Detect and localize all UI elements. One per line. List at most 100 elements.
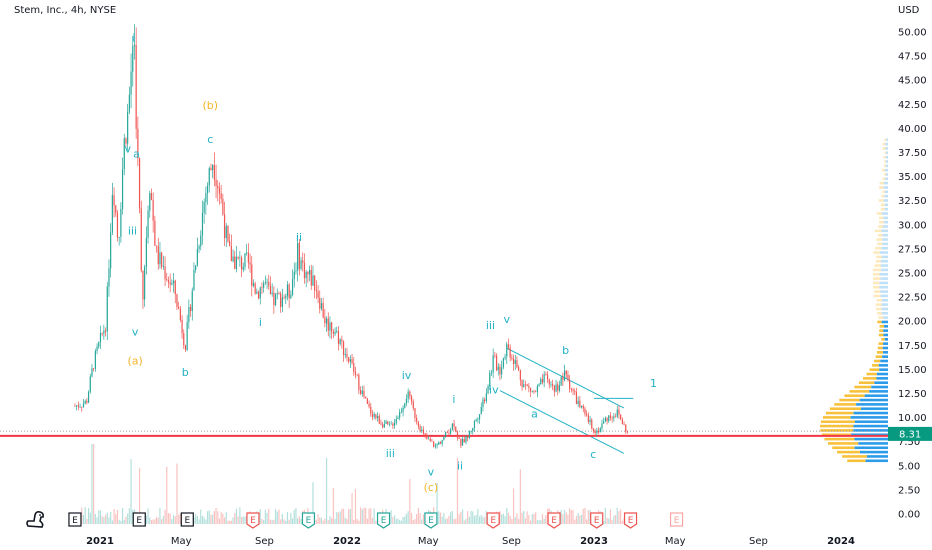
earnings-marker[interactable]: E: [623, 512, 638, 529]
candle-body: [475, 419, 477, 422]
candle-body: [183, 333, 185, 346]
profile-bar: [884, 338, 888, 341]
candle-body: [274, 294, 277, 306]
volume-bar: [361, 509, 363, 524]
volume-bar: [560, 510, 562, 524]
volume-bar: [115, 514, 117, 524]
volume-bar: [417, 507, 419, 524]
volume-bar: [410, 513, 413, 524]
candle-body: [536, 386, 538, 393]
volume-bar: [504, 516, 506, 524]
volume-bar: [506, 507, 508, 524]
volume-bar: [475, 514, 477, 524]
candle-body: [439, 442, 442, 444]
earnings-marker[interactable]: E: [180, 512, 194, 527]
volume-bar: [351, 493, 353, 524]
x-tick-label: Sep: [749, 536, 768, 547]
profile-bar: [879, 281, 888, 285]
candle-body: [620, 414, 622, 420]
profile-bar: [844, 394, 865, 398]
volume-bar: [373, 508, 375, 524]
candle-body: [336, 331, 338, 332]
volume-bar: [210, 514, 212, 524]
volume-bar: [412, 519, 414, 524]
candle-body: [74, 406, 76, 407]
candle-body: [161, 252, 163, 267]
candle-body: [215, 179, 217, 186]
candle-body: [244, 253, 246, 267]
earnings-marker[interactable]: E: [68, 512, 82, 527]
candle-body: [201, 212, 204, 236]
x-tick-label: Sep: [502, 536, 521, 547]
volume-bar: [451, 510, 453, 524]
candle-body: [261, 287, 263, 288]
volume-bar: [193, 517, 195, 524]
earnings-marker[interactable]: E: [486, 512, 500, 529]
profile-bar: [834, 403, 857, 406]
candle-body: [535, 391, 537, 393]
volume-bar: [200, 509, 202, 524]
volume-bar: [441, 516, 443, 524]
earnings-marker[interactable]: E: [424, 512, 438, 529]
earnings-marker[interactable]: E: [246, 512, 260, 529]
candle-body: [149, 193, 151, 211]
candle-body: [155, 245, 158, 247]
earnings-marker[interactable]: E: [132, 512, 146, 527]
volume-bar: [86, 518, 88, 524]
candle-body: [574, 390, 576, 393]
earnings-marker[interactable]: E: [547, 512, 561, 529]
volume-bar: [443, 512, 445, 524]
candle-body: [427, 438, 430, 440]
candle-body: [512, 358, 515, 364]
profile-bar: [853, 411, 888, 415]
profile-bar: [884, 190, 888, 194]
volume-bar: [521, 512, 523, 524]
x-tick-label: May: [665, 536, 686, 547]
candle-body: [519, 370, 521, 381]
volume-bar: [580, 514, 583, 524]
volume-bar: [613, 515, 615, 524]
volume-bar: [128, 508, 130, 524]
candle-body: [239, 257, 241, 259]
earnings-marker[interactable]: E: [301, 512, 316, 529]
candle-body: [264, 282, 266, 283]
profile-bar: [878, 333, 884, 337]
candle-body: [188, 306, 190, 323]
volume-bar: [342, 508, 345, 524]
candle-body: [259, 287, 261, 299]
candle-body: [229, 241, 231, 247]
earnings-marker[interactable]: E: [376, 512, 391, 529]
earnings-marker[interactable]: E: [590, 512, 604, 529]
volume-bar: [529, 520, 532, 524]
y-tick-label: 15.00: [898, 365, 927, 376]
earnings-marker[interactable]: E: [669, 512, 684, 527]
candle-body: [453, 423, 455, 427]
volume-bar: [507, 512, 510, 524]
wave-label: v: [428, 465, 435, 478]
y-tick-label: 50.00: [898, 28, 927, 39]
candle-body: [351, 359, 353, 364]
volume-bar: [263, 520, 265, 524]
candle-body: [599, 428, 601, 433]
candle-body: [524, 384, 527, 385]
volume-bar: [99, 510, 102, 524]
volume-bar: [154, 519, 156, 524]
wave-label: iv: [489, 384, 499, 397]
wave-label: v: [132, 326, 139, 339]
volume-bar: [225, 512, 227, 524]
profile-bar: [883, 333, 888, 337]
candle-body: [495, 355, 498, 371]
candle-body: [286, 284, 289, 297]
candle-body: [451, 423, 453, 430]
y-tick-label: 30.00: [898, 220, 927, 231]
wave-label: a: [531, 408, 538, 421]
volume-bar: [227, 520, 229, 524]
candle-body: [247, 252, 249, 263]
wave-label: v: [503, 313, 510, 326]
candle-body: [616, 409, 618, 417]
profile-bar: [872, 277, 881, 280]
volume-bar: [409, 479, 411, 524]
volume-bar: [337, 512, 340, 524]
profile-bar: [879, 186, 884, 189]
candle-body: [541, 379, 544, 383]
